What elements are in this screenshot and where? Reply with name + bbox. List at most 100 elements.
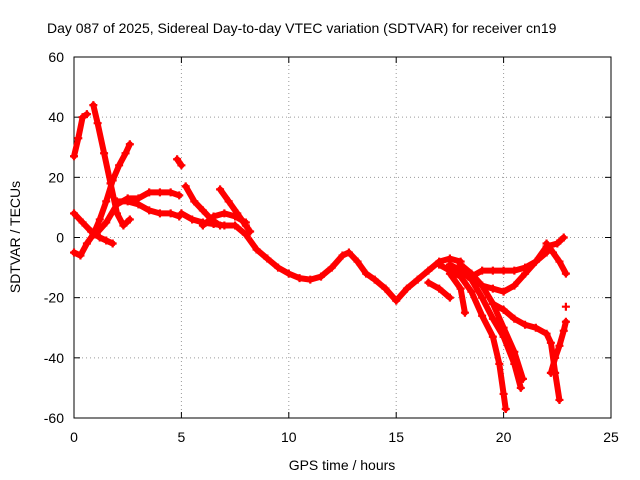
data-point [231,221,240,230]
data-point [173,155,182,164]
data-series [70,140,134,260]
data-point [555,341,564,350]
data-series [478,233,568,296]
data-point [424,278,433,287]
data-point [499,266,508,275]
data-point [561,317,570,326]
data-point [89,101,98,110]
data-point [108,239,117,248]
data-point [74,134,83,143]
y-tick-label: -20 [44,290,64,306]
data-point [198,221,207,230]
data-point [220,209,229,218]
axis-ticks: 0 5 10 15 20 25 -60 -40 -20 0 20 40 60 [44,49,619,445]
data-point [488,266,497,275]
data-point [542,329,551,338]
data-point [91,230,100,239]
data-point [119,221,128,230]
data-point [145,206,154,215]
data-point [231,212,240,221]
data-point [460,308,469,317]
series-band [178,210,464,304]
data-point [177,161,186,170]
data-point [125,140,134,149]
data-point [224,197,233,206]
data-point [155,188,164,197]
data-point [252,245,261,254]
data-point [435,260,444,269]
data-point [478,281,487,290]
data-point [499,305,508,314]
data-point [241,230,250,239]
data-point [175,191,184,200]
data-point [246,227,255,236]
data-point [531,257,540,266]
x-tick-label: 0 [70,429,78,445]
data-point [95,215,104,224]
data-point [115,161,124,170]
data-point [102,197,111,206]
data-point [93,119,102,128]
data-point [478,266,487,275]
series-band [71,141,133,259]
data-point [542,239,551,248]
data-point [456,260,465,269]
data-points [70,101,570,413]
data-point [112,197,121,206]
data-point [344,248,353,257]
data-point [134,200,143,209]
data-point [353,257,362,266]
y-tick-label: 20 [48,169,64,185]
data-point [70,248,78,257]
data-point [510,266,519,275]
data-series [467,248,551,281]
data-point [488,284,497,293]
data-point [392,296,401,305]
data-point [559,233,568,242]
data-point [551,353,560,362]
data-point [445,260,454,269]
x-tick-label: 15 [388,429,404,445]
data-point [559,326,568,335]
data-point [274,263,283,272]
data-point [102,236,111,245]
data-point [478,311,487,320]
data-point [175,212,184,221]
data-point [488,332,497,341]
data-point [78,113,87,122]
data-point [546,368,555,377]
data-point [306,275,315,284]
y-tick-label: -40 [44,350,64,366]
data-series [561,302,570,311]
data-point [102,218,111,227]
data-point [95,233,104,242]
x-tick-label: 10 [281,429,297,445]
data-point [100,149,109,158]
data-point [209,212,218,221]
data-point [370,275,379,284]
data-series [70,110,91,161]
data-point [495,359,504,368]
chart-title: Day 087 of 2025, Sidereal Day-to-day VTE… [47,20,557,36]
data-point [518,374,527,383]
data-point [488,299,497,308]
data-point [338,251,347,260]
data-point [123,197,132,206]
data-point [424,266,433,275]
data-point [561,269,570,278]
data-point [549,248,558,257]
data-point [166,188,175,197]
data-point [499,323,508,332]
series-band [543,240,569,277]
data-point [467,287,476,296]
data-point [198,206,207,215]
data-point [402,284,411,293]
data-point [488,314,497,323]
data-point [82,239,91,248]
data-point [521,320,530,329]
y-tick-label: 40 [48,109,64,125]
data-series [198,209,250,230]
data-point [456,284,465,293]
data-point [125,215,134,224]
